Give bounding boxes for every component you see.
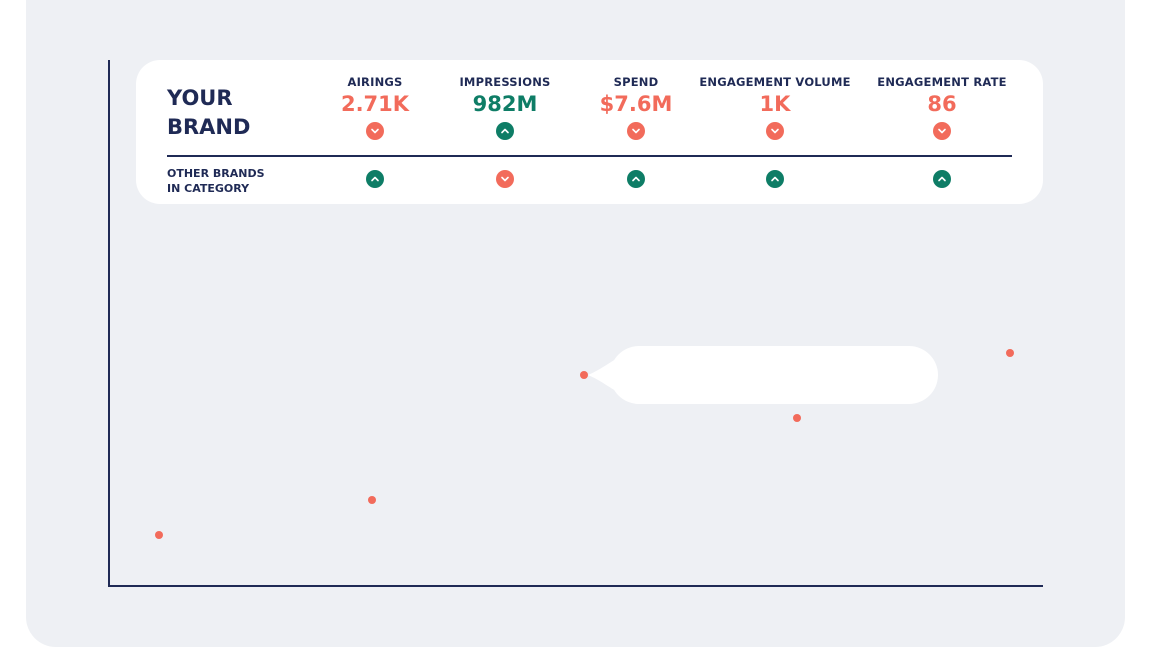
metric-column: IMPRESSIONS 982M xyxy=(425,74,585,144)
data-point[interactable] xyxy=(1006,349,1014,357)
chevron-up-icon xyxy=(496,122,514,140)
chevron-up-icon xyxy=(933,170,951,188)
metric-value: 2.71K xyxy=(340,92,410,116)
other-brands-title: OTHER BRANDS IN CATEGORY xyxy=(167,166,297,196)
metric-label: IMPRESSIONS xyxy=(459,75,551,89)
data-point[interactable] xyxy=(793,414,801,422)
chevron-down-icon xyxy=(766,122,784,140)
chevron-down-icon xyxy=(933,122,951,140)
metric-column: ENGAGEMENT VOLUME 1K xyxy=(695,74,855,144)
summary-card: YOUR BRAND OTHER BRANDS IN CATEGORY AIRI… xyxy=(136,60,1043,204)
your-brand-line1: YOUR xyxy=(167,86,233,110)
metric-label: ENGAGEMENT RATE xyxy=(877,75,1007,89)
other-brands-line1: OTHER BRANDS xyxy=(167,167,265,180)
y-axis xyxy=(108,60,110,587)
metric-value: 1K xyxy=(759,92,791,116)
your-brand-title: YOUR BRAND xyxy=(167,84,287,142)
chevron-down-icon xyxy=(627,122,645,140)
data-point[interactable] xyxy=(155,531,163,539)
chevron-down-icon xyxy=(366,122,384,140)
summary-divider xyxy=(167,155,1012,157)
metric-value: 86 xyxy=(927,92,957,116)
metric-column: SPEND $7.6M xyxy=(556,74,716,144)
metric-column: AIRINGS 2.71K xyxy=(295,74,455,144)
data-point[interactable] xyxy=(368,496,376,504)
x-axis xyxy=(108,585,1043,587)
metric-label: AIRINGS xyxy=(347,75,403,89)
chevron-down-icon xyxy=(496,170,514,188)
metric-value: 982M xyxy=(472,92,538,116)
metric-label: ENGAGEMENT VOLUME xyxy=(699,75,851,89)
chevron-up-icon xyxy=(627,170,645,188)
metric-value: $7.6M xyxy=(599,92,673,116)
metric-column: ENGAGEMENT RATE 86 xyxy=(862,74,1022,144)
data-point[interactable] xyxy=(580,371,588,379)
metric-label: SPEND xyxy=(613,75,659,89)
chevron-up-icon xyxy=(766,170,784,188)
other-brands-line2: IN CATEGORY xyxy=(167,182,250,195)
chevron-up-icon xyxy=(366,170,384,188)
tooltip-bubble xyxy=(610,346,938,404)
your-brand-line2: BRAND xyxy=(167,115,251,139)
